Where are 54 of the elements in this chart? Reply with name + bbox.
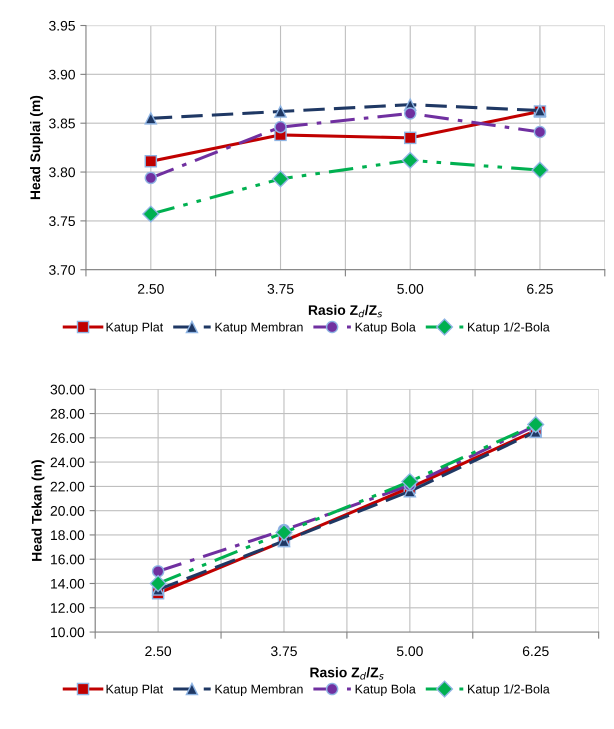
legend-label: Katup Plat bbox=[106, 322, 164, 334]
y-tick-label: 16.00 bbox=[51, 554, 84, 564]
point bbox=[142, 205, 160, 223]
x-tick-label: 3.75 bbox=[268, 284, 294, 294]
point bbox=[401, 472, 418, 490]
x-tick-label: 5.00 bbox=[396, 646, 423, 656]
point bbox=[527, 416, 544, 434]
legend-label: Katup Plat bbox=[106, 684, 164, 696]
x-axis-title: Rasio Z$_{d}$/Z$_{s}$ bbox=[308, 304, 382, 318]
point bbox=[275, 524, 293, 542]
y-tick-label: 10.00 bbox=[51, 627, 84, 638]
legend-label: Katup 1/2-Bola bbox=[468, 322, 550, 334]
y-tick-label: 3.90 bbox=[49, 70, 76, 80]
point bbox=[534, 126, 546, 138]
x-tick-label: 6.25 bbox=[522, 646, 549, 656]
y-tick-label: 3.95 bbox=[49, 20, 75, 31]
legend-label: Katup Membran bbox=[215, 684, 303, 696]
point bbox=[144, 112, 158, 125]
y-tick-label: 28.00 bbox=[50, 408, 84, 419]
y-tick-label: 30.00 bbox=[50, 384, 84, 394]
y-axis-title: Head Suplai (m) bbox=[30, 96, 43, 200]
y-tick-label: 3.70 bbox=[49, 265, 76, 275]
point bbox=[150, 574, 167, 592]
x-tick-label: 6.25 bbox=[527, 284, 553, 294]
y-tick-label: 14.00 bbox=[51, 578, 84, 589]
x-tick-label: 2.50 bbox=[145, 646, 172, 656]
legend-label: Katup Bola bbox=[356, 684, 416, 696]
legend-label: Katup Bola bbox=[356, 322, 416, 334]
point bbox=[274, 120, 287, 134]
y-tick-label: 3.85 bbox=[49, 118, 75, 128]
y-tick-label: 12.00 bbox=[51, 603, 84, 613]
point bbox=[402, 152, 419, 169]
y-axis-title: Head Tekan (m) bbox=[32, 460, 44, 561]
legend-label: Katup Membran bbox=[215, 322, 303, 334]
point bbox=[144, 155, 158, 168]
x-tick-label: 5.00 bbox=[397, 284, 424, 294]
point bbox=[272, 170, 290, 188]
x-tick-label: 2.50 bbox=[138, 284, 164, 294]
point bbox=[274, 105, 287, 118]
y-tick-label: 3.80 bbox=[49, 167, 76, 178]
y-tick-label: 20.00 bbox=[50, 506, 84, 516]
point bbox=[531, 162, 548, 179]
y-tick-label: 3.75 bbox=[49, 216, 75, 226]
y-tick-label: 22.00 bbox=[50, 482, 84, 492]
point bbox=[144, 172, 158, 184]
y-tick-label: 26.00 bbox=[50, 433, 84, 444]
point bbox=[404, 107, 416, 120]
x-axis-title: Rasio Z$_{d}$/Z$_{s}$ bbox=[310, 667, 384, 680]
y-tick-label: 24.00 bbox=[50, 457, 84, 468]
x-tick-label: 3.75 bbox=[270, 646, 297, 656]
legend-label: Katup 1/2-Bola bbox=[468, 684, 550, 696]
y-tick-label: 18.00 bbox=[51, 530, 84, 540]
point bbox=[152, 565, 164, 578]
point bbox=[404, 132, 416, 144]
